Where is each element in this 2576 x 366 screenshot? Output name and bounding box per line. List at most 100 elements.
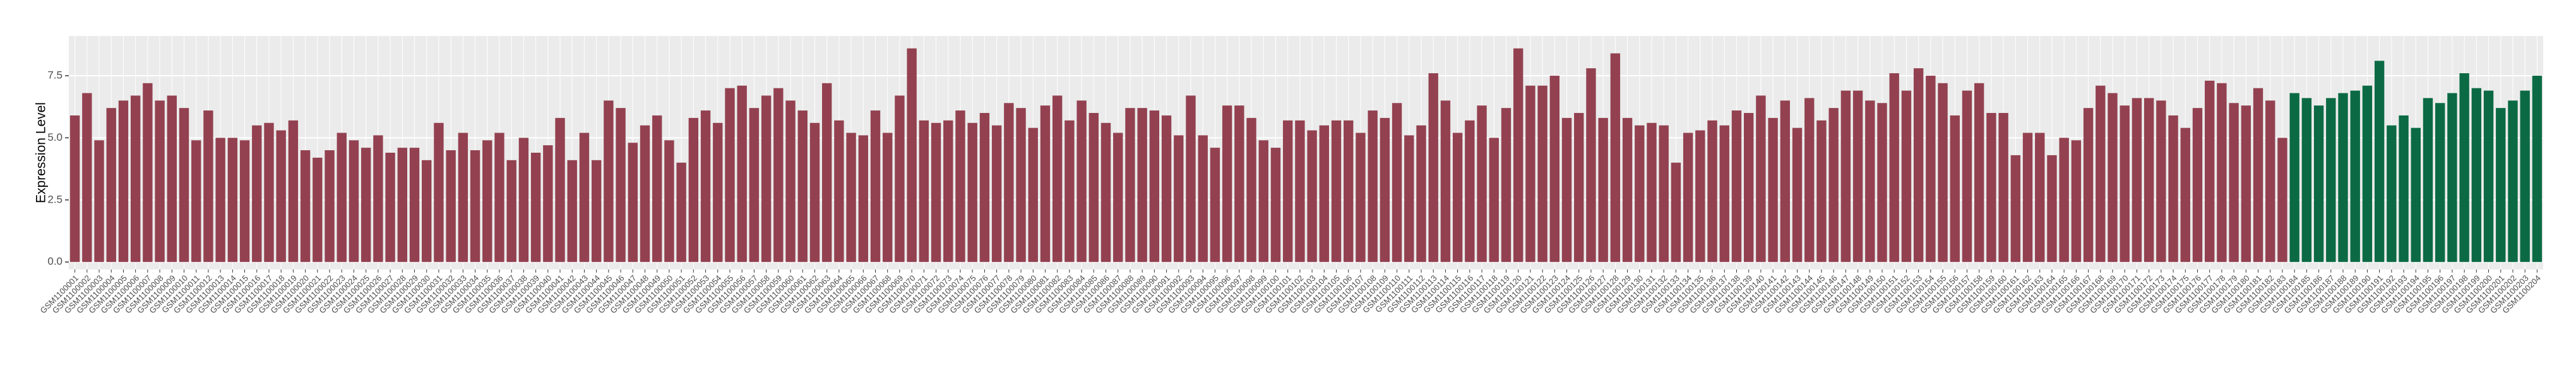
bar	[2338, 93, 2348, 263]
bar	[2459, 73, 2469, 263]
bar	[300, 150, 311, 263]
bar	[1004, 103, 1014, 263]
bar	[2253, 88, 2263, 263]
bar	[337, 133, 347, 263]
bar	[361, 148, 371, 263]
bar	[1622, 117, 1633, 263]
bar	[2326, 98, 2336, 263]
bar	[1950, 115, 1960, 263]
bar	[518, 138, 529, 263]
bar	[2180, 127, 2190, 263]
bar	[1295, 120, 1305, 263]
bar	[1404, 135, 1414, 263]
bar	[1344, 120, 1354, 263]
bar	[2374, 61, 2385, 263]
bar	[1392, 103, 1402, 263]
bar	[1319, 125, 1330, 263]
bar	[785, 100, 796, 263]
bar	[1695, 130, 1705, 263]
bar	[1768, 117, 1778, 263]
bar	[2532, 75, 2543, 263]
bar	[1174, 135, 1184, 263]
bar	[895, 95, 905, 263]
bar	[967, 122, 977, 263]
bar	[834, 120, 844, 263]
bar	[1270, 148, 1281, 263]
bar	[2229, 103, 2239, 263]
bar	[2132, 98, 2142, 263]
bar	[543, 145, 553, 263]
bar	[506, 160, 516, 263]
bar	[94, 140, 104, 263]
bar	[1707, 120, 1717, 263]
bar	[846, 133, 856, 263]
bar	[2496, 108, 2506, 263]
y-axis-title: Expression Level	[34, 102, 49, 203]
bar	[1416, 125, 1426, 263]
bar	[955, 110, 965, 263]
bar	[2277, 138, 2287, 263]
bar	[1816, 120, 1827, 263]
bar	[191, 140, 201, 263]
y-tick-label: 7.5	[47, 69, 63, 81]
bar	[604, 100, 614, 263]
bar	[2071, 140, 2082, 263]
bar	[2192, 108, 2203, 263]
bar	[2010, 155, 2021, 263]
bar	[2059, 138, 2069, 263]
bar	[2108, 93, 2118, 263]
bar	[737, 85, 747, 263]
bar	[373, 135, 383, 263]
bar	[931, 122, 941, 263]
bar	[1865, 100, 1875, 263]
bar	[907, 48, 917, 263]
bar	[1986, 113, 1996, 263]
bar	[1210, 148, 1220, 263]
bar	[494, 133, 504, 263]
bar	[325, 150, 335, 263]
bar	[1307, 130, 1317, 263]
bar	[688, 117, 699, 263]
bar	[2265, 100, 2275, 263]
bar	[1974, 83, 1984, 263]
bar	[1258, 140, 1268, 263]
bar	[1052, 95, 1063, 263]
bar	[1368, 110, 1378, 263]
bar	[82, 93, 92, 263]
bar	[628, 143, 638, 263]
bar	[1683, 133, 1693, 263]
bar	[1028, 127, 1038, 263]
bar	[1477, 105, 1487, 263]
bar	[1452, 133, 1463, 263]
bar	[2362, 85, 2373, 263]
bar	[870, 110, 881, 263]
bar	[1962, 90, 1972, 263]
bar	[409, 148, 420, 263]
bar	[2471, 88, 2482, 263]
bar	[1744, 113, 1754, 263]
bar	[725, 88, 735, 263]
bar	[69, 115, 80, 263]
bar	[652, 115, 662, 263]
bar	[2217, 83, 2227, 263]
bar	[1598, 117, 1608, 263]
bar	[1671, 162, 1681, 263]
bar	[2301, 98, 2312, 263]
bar	[397, 148, 407, 263]
bar	[773, 88, 784, 263]
bar	[264, 122, 274, 263]
bar	[809, 122, 820, 263]
bar	[1659, 125, 1669, 263]
bar	[1064, 120, 1075, 263]
bar	[1234, 105, 1244, 263]
bar	[1161, 115, 1172, 263]
bar	[1149, 110, 1160, 263]
bar	[1222, 105, 1232, 263]
bar	[276, 130, 286, 263]
bar	[555, 117, 565, 263]
bar	[385, 153, 395, 263]
bar	[1731, 110, 1742, 263]
bar	[1198, 135, 1208, 263]
bar	[446, 150, 456, 263]
bar	[2144, 98, 2154, 263]
